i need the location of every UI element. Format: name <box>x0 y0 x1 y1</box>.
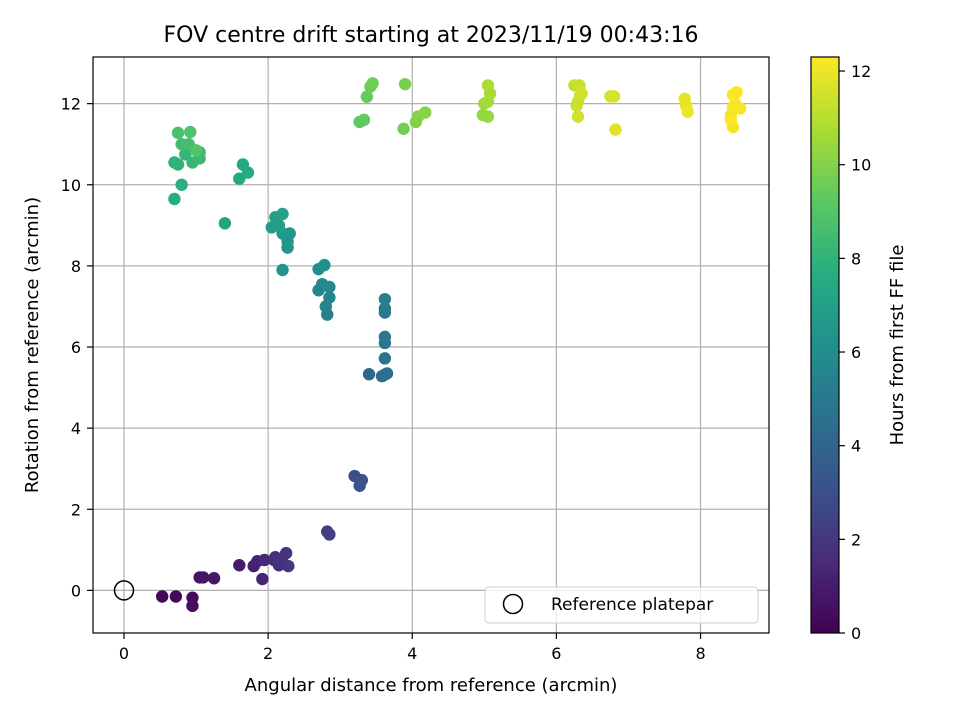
scatter-point <box>186 599 199 613</box>
scatter-point <box>570 99 583 112</box>
colorbar-tick-label: 6 <box>851 343 861 362</box>
y-tick-label: 12 <box>61 95 81 114</box>
scatter-point <box>168 192 181 206</box>
scatter-point <box>218 217 232 230</box>
grid <box>93 57 769 633</box>
scatter-point <box>481 110 495 123</box>
scatter-point <box>323 528 336 541</box>
scatter-point <box>207 572 221 585</box>
scatter-point <box>256 572 269 586</box>
y-tick-label: 10 <box>61 176 81 195</box>
reference-platepar-marker <box>113 580 135 601</box>
colorbar-tick-label: 2 <box>851 530 861 549</box>
scatter-point <box>155 590 169 603</box>
scatter-point <box>380 367 394 380</box>
y-tick-label: 0 <box>71 581 81 600</box>
scatter-point <box>197 571 210 584</box>
colorbar-tick-label: 12 <box>851 62 871 81</box>
scatter-point <box>726 88 740 101</box>
y-tick-label: 6 <box>71 338 81 357</box>
scatter-point <box>189 144 203 157</box>
scatter-point <box>279 546 293 560</box>
scatter-point <box>362 368 376 381</box>
scatter-point <box>258 553 271 567</box>
scatter-point <box>398 77 412 91</box>
scatter-point <box>366 77 379 90</box>
scatter-point <box>357 113 371 127</box>
scatter-point <box>571 110 585 123</box>
scatter-point <box>171 158 185 171</box>
plot-frame <box>92 56 770 634</box>
x-tick-label: 0 <box>119 644 129 663</box>
colorbar-gradient <box>811 57 839 633</box>
y-axis-title: Rotation from reference (arcmin) <box>22 197 43 493</box>
scatter-point <box>733 102 747 115</box>
scatter-point <box>378 302 392 315</box>
scatter-point <box>724 113 738 127</box>
scatter-point <box>609 123 622 136</box>
scatter-point <box>419 106 432 119</box>
colorbar-tick-label: 10 <box>851 156 871 175</box>
scatter-point <box>353 479 366 492</box>
y-tick-label: 8 <box>71 257 81 276</box>
scatter-point <box>378 292 392 306</box>
scatter-point <box>282 559 295 573</box>
scatter-point <box>378 330 392 344</box>
scatter-point <box>481 79 495 92</box>
scatter-point <box>323 280 336 294</box>
scatter-point <box>171 126 185 140</box>
scatter-point <box>276 207 289 221</box>
y-tick-label: 2 <box>71 500 81 519</box>
scatter-point <box>233 559 246 572</box>
legend: Reference platepar <box>484 586 759 624</box>
y-tick-label: 4 <box>71 419 81 438</box>
scatter-point <box>681 105 694 118</box>
colorbar-ticks: 0 2 4 6 8 10 12 <box>839 62 871 643</box>
scatter-point <box>318 258 331 272</box>
scatter-point <box>169 590 183 603</box>
scatter-point <box>241 166 255 179</box>
legend-box <box>484 586 759 624</box>
scatter-point <box>179 148 192 161</box>
axis-ticks: 0 2 4 6 8 0 2 4 6 8 10 12 <box>61 95 706 663</box>
colorbar-frame <box>810 56 840 634</box>
scatter-point <box>276 263 289 277</box>
x-axis-title: Angular distance from reference (arcmin) <box>245 675 618 696</box>
x-tick-label: 6 <box>551 644 561 663</box>
data-points <box>113 77 747 613</box>
legend-reference-label: Reference platepar <box>551 595 713 615</box>
scatter-point <box>175 178 188 191</box>
colorbar-tick-label: 4 <box>851 437 861 456</box>
scatter-point <box>575 87 588 100</box>
colorbar-tick-label: 0 <box>851 624 861 643</box>
scatter-point <box>323 291 336 304</box>
x-tick-label: 4 <box>407 644 417 663</box>
scatter-point <box>397 122 410 135</box>
scatter-point <box>233 172 246 185</box>
scatter-point <box>607 90 621 103</box>
x-tick-label: 8 <box>695 644 705 663</box>
scatter-point <box>360 90 374 103</box>
colorbar-tick-label: 8 <box>851 249 861 268</box>
x-tick-label: 2 <box>263 644 273 663</box>
colorbar-title: Hours from first FF file <box>887 245 908 446</box>
legend-reference-marker <box>502 593 524 615</box>
scatter-point <box>378 352 392 365</box>
colorbar: 0 2 4 6 8 10 12 Hours from first FF file <box>810 56 908 643</box>
chart-title: FOV centre drift starting at 2023/11/19 … <box>164 23 699 48</box>
scatter-point <box>184 125 197 139</box>
